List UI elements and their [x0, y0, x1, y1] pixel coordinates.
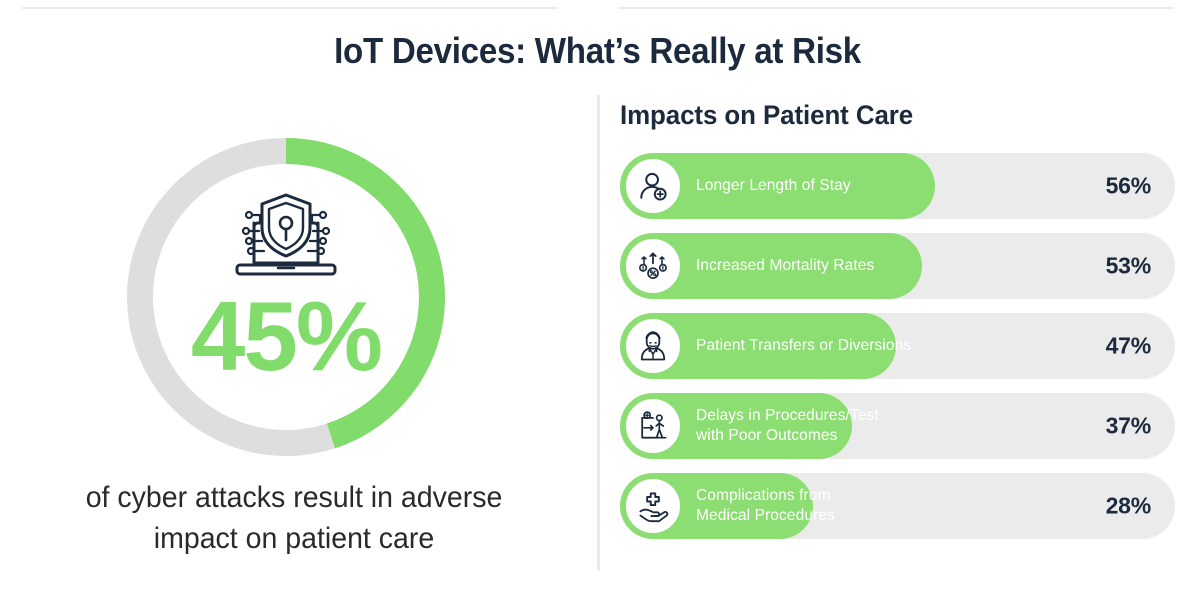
hand-medical-cross-icon — [624, 477, 682, 535]
impact-bar-label: Increased Mortality Rates — [696, 257, 875, 274]
donut-svg — [127, 138, 445, 456]
top-rule-left — [22, 7, 558, 9]
impact-bar-row[interactable]: Increased Mortality Rates 53% — [620, 233, 1175, 299]
impact-bar-row[interactable]: Patient Transfers or Diversions 47% — [620, 313, 1175, 379]
panel-divider — [597, 95, 600, 571]
right-panel: Impacts on Patient Care Longer Length of… — [620, 100, 1175, 539]
patient-add-icon — [624, 157, 682, 215]
impact-bar-row[interactable]: Complications from Medical Procedures 28… — [620, 473, 1175, 539]
right-panel-heading: Impacts on Patient Care — [620, 100, 914, 130]
impact-bar-percent: 53% — [1105, 252, 1152, 279]
laptop-shield-lock-icon — [226, 187, 346, 279]
impact-bar-percent: 28% — [1105, 492, 1152, 519]
impact-bar-label: Longer Length of Stay — [696, 177, 851, 194]
donut-value-label: 45% — [190, 281, 383, 391]
impact-bar-percent: 37% — [1105, 412, 1152, 439]
impact-bar-row[interactable]: Delays in Procedures/Test with Poor Outc… — [620, 393, 1175, 459]
impact-bar-percent: 56% — [1105, 172, 1152, 199]
impact-bar-row[interactable]: Longer Length of Stay 56% — [620, 153, 1175, 219]
left-panel: 45% of cyber attacks result in adverse i… — [0, 95, 588, 575]
impact-bar-list: Longer Length of Stay 56% — [620, 153, 1175, 539]
rising-rates-icon — [624, 237, 682, 295]
page-title: IoT Devices: What’s Really at Risk — [334, 30, 861, 71]
impact-bar-label: Delays in Procedures/Test with Poor Outc… — [696, 407, 879, 444]
impact-bar-percent: 47% — [1105, 332, 1152, 359]
donut-value-arc — [127, 138, 445, 456]
impact-bar-label: Complications from Medical Procedures — [696, 487, 835, 524]
doctor-icon — [624, 317, 682, 375]
top-rule-right — [618, 7, 1174, 9]
impact-bar-label: Patient Transfers or Diversions — [696, 337, 912, 354]
left-caption: of cyber attacks result in adverse impac… — [85, 481, 503, 556]
donut-chart: 45% — [118, 129, 454, 465]
delayed-procedure-icon — [624, 397, 682, 455]
